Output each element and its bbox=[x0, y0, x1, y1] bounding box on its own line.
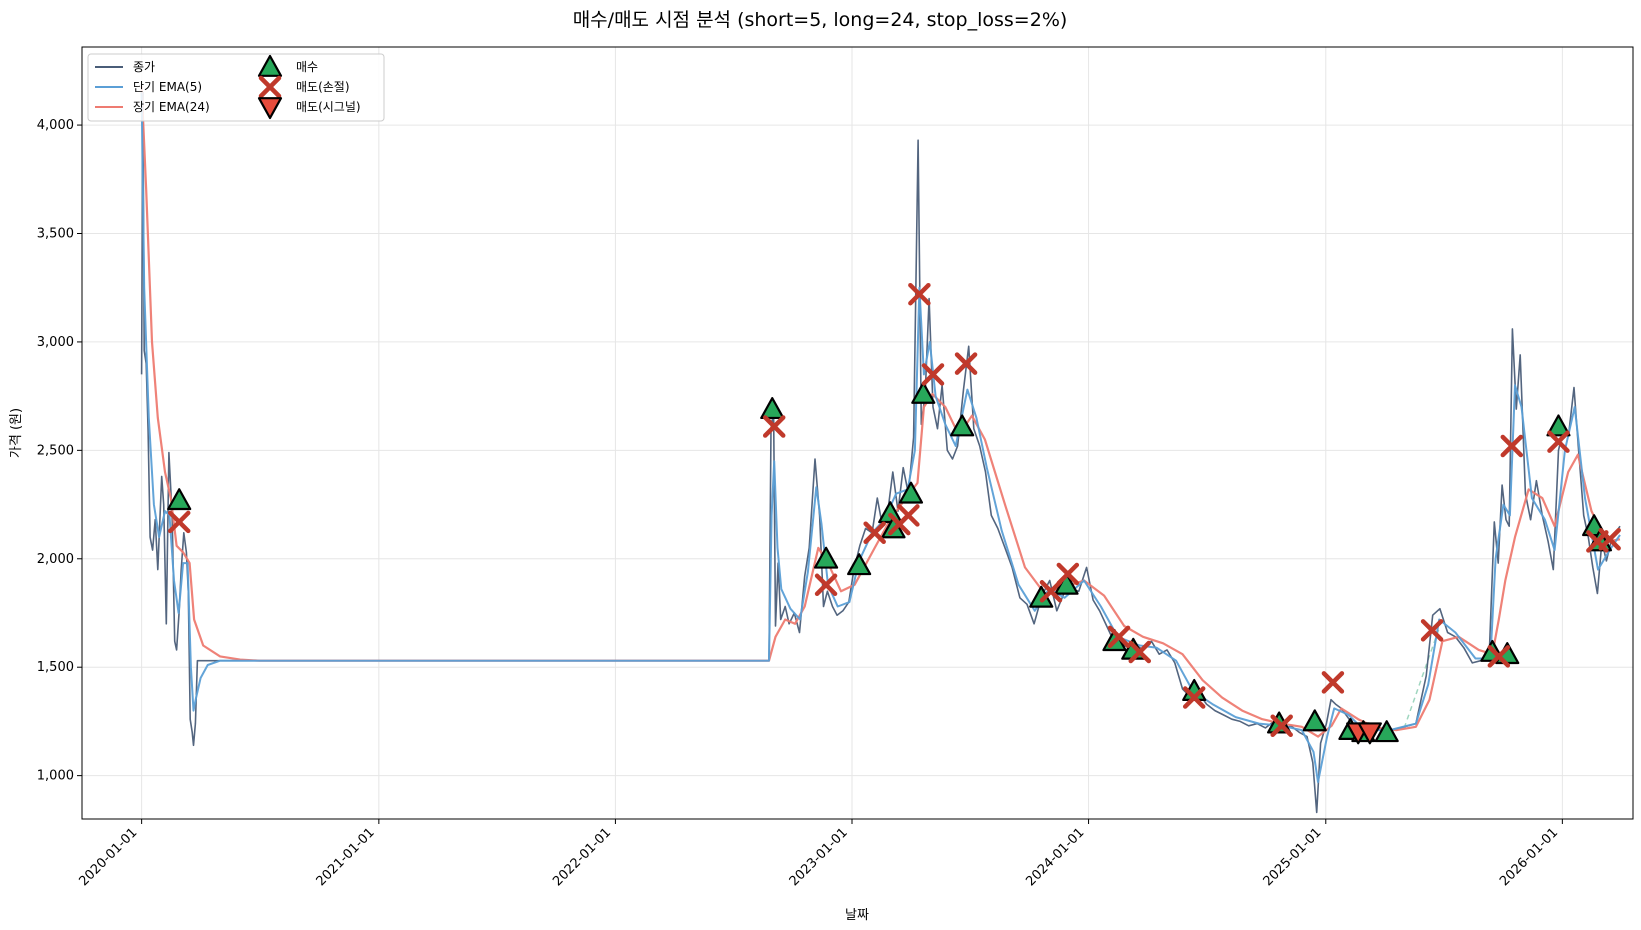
sell-stoploss-marker bbox=[1547, 430, 1570, 453]
cross-stroke bbox=[167, 510, 191, 534]
sell-stoploss-marker bbox=[1420, 619, 1444, 642]
buy-marker bbox=[1546, 414, 1571, 437]
cross-stroke bbox=[1598, 528, 1621, 551]
cross-stroke bbox=[1039, 580, 1063, 603]
cross-stroke bbox=[1270, 714, 1293, 738]
sell-stoploss-marker bbox=[863, 521, 886, 545]
sell-stoploss-marker bbox=[954, 352, 978, 375]
cross-stroke bbox=[1547, 430, 1570, 453]
legend-label: 단기 EMA(5) bbox=[133, 80, 202, 94]
cross-stroke bbox=[1500, 434, 1524, 458]
sell-stoploss-marker bbox=[1056, 562, 1080, 586]
legend-stoploss-swatch bbox=[258, 75, 282, 99]
sell-stoploss-marker bbox=[897, 504, 920, 527]
sell-stoploss-marker bbox=[921, 363, 945, 386]
y-tick-label: 3,500 bbox=[37, 226, 74, 241]
sell-stoploss-marker bbox=[1107, 625, 1131, 649]
sell-stoploss-marker bbox=[1321, 671, 1345, 694]
cross-stroke bbox=[1420, 619, 1444, 642]
cross-stroke bbox=[921, 363, 945, 386]
sell-stoploss-marker bbox=[1270, 714, 1293, 738]
sell-signal-marker bbox=[1357, 722, 1382, 745]
legend-box bbox=[87, 53, 385, 122]
legend-buy-swatch bbox=[257, 54, 283, 77]
sell-stoploss-marker bbox=[1500, 434, 1524, 458]
legend-label: 종가 bbox=[133, 60, 155, 74]
legend-label: 매도(시그널) bbox=[296, 100, 361, 114]
buy-marker bbox=[1374, 720, 1399, 743]
cross-stroke bbox=[897, 504, 920, 527]
buy-marker bbox=[1302, 709, 1327, 732]
buy-marker bbox=[898, 481, 924, 504]
short-ema-line bbox=[140, 92, 1621, 784]
y-tick-label: 2,000 bbox=[37, 552, 74, 567]
cross-stroke bbox=[954, 352, 978, 375]
y-tick-label: 1,500 bbox=[37, 660, 74, 675]
chart-title: 매수/매도 시점 분석 (short=5, long=24, stop_loss… bbox=[573, 9, 1068, 31]
sell-stoploss-marker bbox=[167, 510, 191, 534]
grid-layer bbox=[82, 47, 1633, 819]
legend-label: 매도(손절) bbox=[296, 80, 350, 94]
cross-stroke bbox=[863, 521, 886, 545]
plot-frame bbox=[81, 46, 1634, 820]
cross-stroke bbox=[1487, 645, 1511, 668]
sell-stoploss-marker bbox=[1039, 580, 1063, 603]
sell-stoploss-marker bbox=[908, 282, 931, 306]
buy-marker bbox=[813, 546, 839, 569]
buy-marker bbox=[847, 553, 872, 576]
cross-stroke bbox=[1107, 625, 1131, 649]
legend-label: 매수 bbox=[296, 60, 318, 74]
buy-marker bbox=[167, 488, 192, 511]
x-axis-title: 날짜 bbox=[845, 908, 869, 923]
cross-stroke bbox=[908, 282, 931, 306]
y-tick-label: 3,000 bbox=[37, 335, 74, 350]
y-tick-label: 2,500 bbox=[37, 443, 74, 458]
marker-layer bbox=[167, 282, 1621, 745]
cross-stroke bbox=[1128, 640, 1152, 664]
sell-stoploss-marker bbox=[1182, 686, 1206, 709]
y-tick-label: 1,000 bbox=[37, 769, 74, 784]
cross-stroke bbox=[1056, 562, 1080, 586]
legend-signal-swatch bbox=[257, 97, 283, 120]
cross-stroke bbox=[762, 415, 786, 438]
sell-stoploss-marker bbox=[1487, 645, 1511, 668]
sell-stoploss-marker bbox=[1598, 528, 1621, 551]
cross-stroke bbox=[1321, 671, 1345, 694]
sell-stoploss-marker bbox=[762, 415, 786, 438]
cross-stroke bbox=[1182, 686, 1206, 709]
buy-marker bbox=[760, 397, 785, 420]
cross-stroke bbox=[814, 573, 838, 597]
sell-stoploss-marker bbox=[814, 573, 838, 597]
buy-marker bbox=[911, 381, 936, 404]
y-tick-label: 4,000 bbox=[37, 118, 74, 133]
y-axis-title: 가격 (원) bbox=[9, 408, 24, 458]
legend-label: 장기 EMA(24) bbox=[133, 100, 210, 114]
sell-stoploss-marker bbox=[1128, 640, 1152, 664]
buy-marker bbox=[950, 414, 975, 437]
cross-stroke bbox=[258, 75, 282, 99]
